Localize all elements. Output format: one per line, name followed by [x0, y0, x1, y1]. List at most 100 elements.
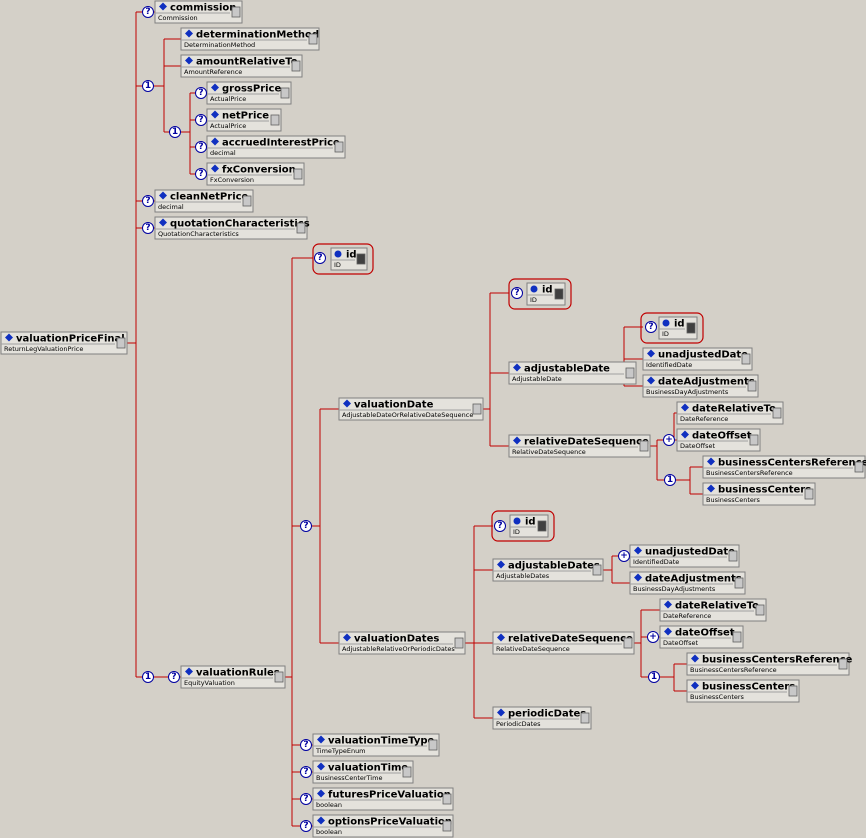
compositor-label: ? [198, 169, 203, 179]
node-name: businessCenters [702, 682, 795, 693]
element-icon [707, 484, 715, 493]
compositor-circle [645, 321, 657, 333]
node-type: boolean [316, 828, 342, 836]
compositor-label: ? [171, 672, 176, 682]
node-name: valuationTime [328, 763, 408, 774]
node[interactable]: valuationPriceFinalReturnLegValuationPri… [0, 331, 128, 355]
node-type: TimeTypeEnum [315, 747, 366, 755]
compositor-circle [168, 671, 180, 683]
expand-icon [747, 380, 757, 392]
compositor-label: + [649, 632, 657, 642]
expand-icon [293, 168, 303, 180]
node-type: DeterminationMethod [184, 41, 255, 49]
node-box [659, 625, 744, 649]
expand-icon [854, 461, 864, 473]
compositor-circle [648, 671, 660, 683]
node-type: Commission [158, 14, 198, 22]
compositor-label: 1 [145, 672, 151, 682]
element-icon [5, 333, 13, 342]
node-name: unadjustedDate [658, 350, 748, 361]
node[interactable]: businessCentersReferenceBusinessCentersR… [702, 455, 866, 479]
expand-icon [755, 604, 765, 616]
expand-icon [454, 637, 464, 649]
node[interactable]: id ID [508, 278, 572, 310]
compositor-circle [300, 766, 312, 778]
node-type: DateOffset [680, 442, 716, 450]
element-icon [647, 376, 655, 385]
node[interactable]: id ID [640, 312, 704, 344]
node[interactable]: id ID [491, 510, 555, 542]
node-box [659, 598, 767, 622]
node-name: valuationPriceFinal [16, 334, 125, 345]
node-name: valuationTimeType [328, 736, 435, 747]
node-type: ReturnLegValuationPrice [4, 345, 83, 353]
node-name: dateAdjustments [645, 574, 742, 585]
node-box [642, 347, 753, 371]
node-type: BusinessCenters [690, 693, 745, 701]
node-name: businessCenters [718, 485, 811, 496]
node-name: commission [170, 3, 236, 14]
element-icon [513, 436, 521, 445]
element-icon [691, 654, 699, 663]
compositor-circle [300, 820, 312, 832]
element-icon [343, 633, 351, 642]
node-name: dateRelativeTo [675, 601, 759, 612]
compositor-label: ? [497, 521, 502, 531]
node[interactable]: id ID [312, 243, 374, 275]
node[interactable]: valuationDateAdjustableDateOrRelativeDat… [338, 397, 484, 421]
element-icon [664, 627, 672, 636]
node-name: id [542, 285, 553, 296]
element-icon [497, 633, 505, 642]
compositor-circle [142, 195, 154, 207]
node[interactable]: valuationDatesAdjustableRelativeOrPeriod… [338, 631, 466, 655]
compositor-circle [663, 434, 675, 446]
node-type: IdentifiedDate [633, 558, 679, 566]
compositor-circle [314, 252, 326, 264]
compositor-circle [618, 550, 630, 562]
compositor-label: 1 [667, 475, 673, 485]
compositor-label: ? [514, 288, 519, 298]
node-type: ActualPrice [210, 95, 246, 103]
node-name: relativeDateSequence [524, 437, 649, 448]
expand-icon [554, 288, 564, 300]
expand-icon [741, 353, 751, 365]
element-icon [647, 349, 655, 358]
compositor-label: ? [145, 223, 150, 233]
node-name: dateOffset [675, 628, 735, 639]
element-icon [211, 83, 219, 92]
node-type: BusinessDayAdjustments [646, 388, 729, 396]
node[interactable]: quotationCharacteristicsQuotationCharact… [154, 216, 310, 240]
node[interactable]: businessCentersReferenceBusinessCentersR… [686, 652, 853, 676]
compositor-circle [142, 6, 154, 18]
node-box [312, 760, 414, 784]
expand-icon [734, 577, 744, 589]
